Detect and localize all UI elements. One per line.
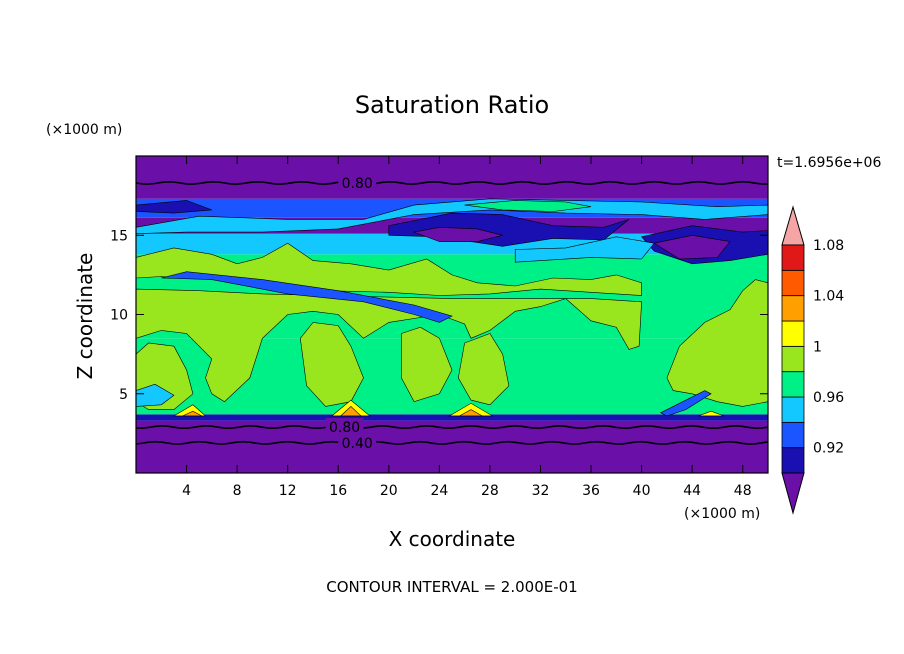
x-unit-label: (×1000 m) bbox=[684, 506, 760, 522]
field-region-3 bbox=[299, 322, 364, 407]
colorbar-box-0 bbox=[781, 447, 805, 474]
colorbar-label: 0.92 bbox=[813, 441, 844, 457]
field-band-1 bbox=[136, 414, 768, 421]
colorbar: 0.92 0.96 1 1.04 1.08 bbox=[781, 205, 844, 515]
y-unit-label: (×1000 m) bbox=[46, 122, 122, 138]
contour-label-2: 0.40 bbox=[342, 436, 373, 452]
field-region-15 bbox=[514, 236, 655, 263]
contour-label-0: 0.80 bbox=[342, 176, 373, 192]
colorbar-label: 1.08 bbox=[813, 238, 844, 254]
colorbar-top-arrow bbox=[781, 205, 805, 246]
field-region-14 bbox=[464, 200, 592, 212]
chart-title: Saturation Ratio bbox=[355, 91, 549, 119]
field-region-20 bbox=[698, 410, 724, 417]
field-region-11 bbox=[412, 226, 503, 242]
x-tick-label: 28 bbox=[481, 483, 499, 499]
x-tick-label: 40 bbox=[633, 483, 651, 499]
field-region-13 bbox=[136, 198, 768, 235]
time-label: t=1.6956e+06 bbox=[777, 155, 881, 171]
x-tick-label: 20 bbox=[380, 483, 398, 499]
contour-lines: 0.800.800.40 bbox=[136, 173, 768, 452]
field-region-4 bbox=[401, 326, 453, 403]
contour-line-2 bbox=[136, 440, 768, 445]
plot-area: 0.800.800.40 bbox=[136, 156, 768, 473]
x-tick-label: 32 bbox=[532, 483, 550, 499]
colorbar-box-4 bbox=[781, 345, 805, 373]
field-region-5 bbox=[457, 333, 510, 406]
field-region-6 bbox=[666, 279, 768, 407]
field-band-0 bbox=[136, 420, 768, 473]
colorbar-box-7 bbox=[781, 269, 805, 297]
field-region-1 bbox=[136, 288, 642, 403]
colorbar-box-3 bbox=[781, 371, 805, 398]
x-tick-label: 48 bbox=[734, 483, 752, 499]
colorbar-box-5 bbox=[781, 320, 805, 347]
x-tick-label: 8 bbox=[233, 483, 242, 499]
y-tick-label: 5 bbox=[119, 387, 128, 403]
contour-label-bg-2 bbox=[338, 433, 377, 451]
field-region-16 bbox=[136, 383, 175, 407]
field-region-7 bbox=[161, 271, 453, 323]
x-axis-ticks: 4 8 12 16 20 24 28 32 36 40 44 48 bbox=[182, 156, 752, 499]
contour-label-bg-1 bbox=[325, 418, 364, 436]
colorbar-box-6 bbox=[781, 295, 805, 322]
colorbar-bottom-arrow bbox=[781, 472, 805, 515]
colorbar-box-8 bbox=[781, 244, 805, 271]
y-tick-label: 10 bbox=[110, 308, 128, 324]
field-regions bbox=[136, 198, 768, 417]
field-region-24 bbox=[659, 390, 712, 417]
field-region-22 bbox=[459, 409, 484, 417]
x-tick-label: 4 bbox=[182, 483, 191, 499]
y-axis-title: Z coordinate bbox=[73, 253, 97, 380]
x-axis-title: X coordinate bbox=[389, 527, 516, 551]
colorbar-label: 1 bbox=[813, 339, 822, 355]
colorbar-label: 0.96 bbox=[813, 390, 844, 406]
field-band-7 bbox=[136, 156, 768, 199]
field-region-12 bbox=[653, 234, 731, 260]
colorbar-label: 1.04 bbox=[813, 289, 844, 305]
y-axis-ticks: 5 10 15 bbox=[110, 228, 768, 403]
x-tick-label: 36 bbox=[582, 483, 600, 499]
contour-interval-note: CONTOUR INTERVAL = 2.000E-01 bbox=[326, 578, 577, 596]
x-tick-label: 12 bbox=[279, 483, 297, 499]
field-region-8 bbox=[136, 200, 212, 214]
contour-line-0 bbox=[136, 180, 768, 185]
field-region-23 bbox=[182, 410, 202, 417]
y-tick-label: 15 bbox=[110, 228, 128, 244]
colorbar-box-2 bbox=[781, 396, 805, 423]
colorbar-box-1 bbox=[781, 421, 805, 449]
field-region-21 bbox=[340, 405, 362, 417]
contour-line-1 bbox=[136, 424, 768, 430]
contour-label-bg-0 bbox=[338, 173, 377, 191]
x-tick-label: 44 bbox=[683, 483, 701, 499]
x-tick-label: 16 bbox=[329, 483, 347, 499]
contour-label-1: 0.80 bbox=[329, 420, 360, 436]
x-tick-label: 24 bbox=[430, 483, 448, 499]
